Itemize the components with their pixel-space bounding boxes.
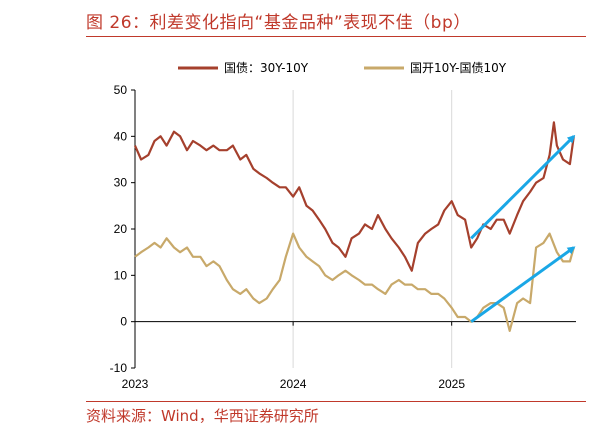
y-tick-label: 40 (114, 129, 128, 143)
trend-arrow-2 (470, 246, 576, 323)
y-tick-label: -10 (110, 361, 128, 375)
series-group (133, 121, 575, 332)
figure-title: 图 26：利差变化指向“基金品种”表现不佳（bp） (86, 13, 471, 33)
title-divider (86, 36, 586, 37)
annotations (470, 134, 576, 323)
y-tick-label: 30 (114, 176, 128, 190)
series-line-1 (133, 121, 575, 272)
legend-label-2: 国开10Y-国债10Y (410, 61, 507, 75)
axes: 2023 2024 2025 -10 0 10 20 30 40 50 (110, 83, 576, 391)
legend: 国债：30Y-10Y 国开10Y-国债10Y (178, 61, 507, 75)
x-tick-label: 2023 (122, 377, 149, 391)
footer-divider (86, 401, 586, 402)
y-tick-label: 50 (114, 83, 128, 97)
y-tick-label: 20 (114, 222, 128, 236)
legend-label-1: 国债：30Y-10Y (224, 61, 309, 75)
y-tick-label: 0 (120, 315, 127, 329)
source-note: 资料来源：Wind，华西证券研究所 (86, 407, 319, 425)
x-tick-label: 2024 (280, 377, 307, 391)
y-tick-label: 10 (114, 268, 128, 282)
trend-arrow-1 (470, 134, 576, 240)
x-tick-label: 2025 (438, 377, 465, 391)
series-line-2 (134, 232, 575, 332)
